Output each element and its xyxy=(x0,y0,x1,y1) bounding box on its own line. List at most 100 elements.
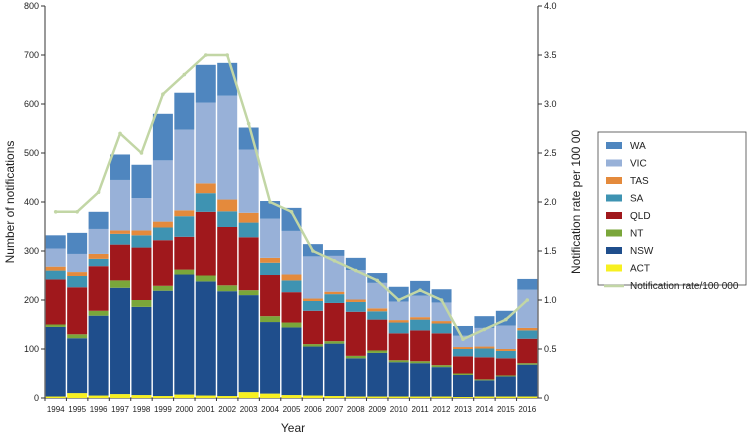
bar-segment-act xyxy=(67,393,88,398)
bar-segment-qld xyxy=(517,338,538,364)
bar-segment-act xyxy=(495,396,516,398)
notification-rate-point xyxy=(525,298,530,302)
bar-segment-vic xyxy=(88,228,109,254)
legend-box xyxy=(597,131,747,286)
bar-segment-qld xyxy=(67,287,88,335)
bar-segment-vic xyxy=(410,295,431,318)
y2-tick-label: 4.0 xyxy=(544,1,557,11)
notification-rate-point xyxy=(182,72,187,77)
bar-segment-nsw xyxy=(260,322,281,394)
legend-label-qld: QLD xyxy=(630,211,651,222)
bar-segment-vic xyxy=(152,160,173,222)
bar-segment-act xyxy=(217,396,238,398)
y2-axis-title: Notification rate per 100 00 xyxy=(569,130,583,274)
bar-segment-nsw xyxy=(452,374,473,398)
bar-segment-nsw xyxy=(431,367,452,397)
bar-segment-qld xyxy=(324,302,345,342)
bar-segment-qld xyxy=(431,333,452,366)
bar-segment-act xyxy=(131,395,152,398)
legend-label-rate: Notification rate/100 000 xyxy=(630,281,739,292)
notification-rate-point xyxy=(139,151,144,155)
bar-segment-nt xyxy=(302,344,323,347)
x-tick-label: 1994 xyxy=(47,405,65,414)
bar-segment-qld xyxy=(110,244,131,281)
bar-segment-wa xyxy=(67,232,88,254)
bar-segment-sa xyxy=(517,330,538,339)
x-tick-label: 2002 xyxy=(218,405,236,414)
bar-segment-nt xyxy=(238,290,259,296)
y2-tick-label: 2.5 xyxy=(544,148,557,158)
bar-segment-nsw xyxy=(195,281,216,396)
bar-segment-act xyxy=(388,396,409,398)
notification-rate-point xyxy=(332,259,337,263)
legend-swatch-act xyxy=(606,264,622,272)
bar-segment-vic xyxy=(302,256,323,299)
x-tick-label: 2000 xyxy=(175,405,193,414)
bar-segment-wa xyxy=(367,273,388,283)
y2-tick-label: 1.5 xyxy=(544,246,557,256)
bar-segment-tas xyxy=(517,327,538,331)
bar-segment-vic xyxy=(517,289,538,328)
bar-segment-vic xyxy=(495,325,516,349)
bar-segment-nt xyxy=(388,360,409,363)
bar-segment-nt xyxy=(174,269,195,275)
bar-segment-sa xyxy=(388,322,409,334)
legend-swatch-tas xyxy=(606,177,622,184)
bar-segment-nsw xyxy=(388,362,409,397)
x-tick-label: 2005 xyxy=(283,405,301,414)
bar-segment-sa xyxy=(110,233,131,245)
y2-tick-label: 3.0 xyxy=(544,99,557,109)
notification-rate-point xyxy=(53,210,58,214)
bar-segment-act xyxy=(324,396,345,398)
bar-segment-nsw xyxy=(174,274,195,395)
bar-segment-act xyxy=(431,396,452,398)
x-tick-label: 2008 xyxy=(347,405,365,414)
bar-segment-qld xyxy=(238,237,259,291)
bar-segment-nsw xyxy=(88,315,109,396)
x-tick-label: 2014 xyxy=(476,405,494,414)
bar-segment-act xyxy=(88,395,109,398)
bar-segment-nt xyxy=(88,310,109,316)
bar-segment-vic xyxy=(260,218,281,258)
bar-segment-sa xyxy=(367,311,388,320)
bar-segment-wa xyxy=(110,154,131,180)
legend-label-act: ACT xyxy=(630,264,650,275)
notification-rate-point xyxy=(289,210,294,214)
y2-tick-label: 0 xyxy=(544,393,549,403)
x-tick-label: 2007 xyxy=(325,405,343,414)
bar-segment-act xyxy=(281,395,302,398)
x-tick-label: 2009 xyxy=(368,405,386,414)
bar-segment-qld xyxy=(302,310,323,345)
bar-segment-vic xyxy=(217,95,238,200)
bar-segment-sa xyxy=(45,270,66,280)
bar-segment-tas xyxy=(131,230,152,236)
bar-segment-nt xyxy=(110,280,131,288)
bar-segment-nt xyxy=(217,285,238,292)
bar-segment-tas xyxy=(152,221,173,228)
bar-segment-vic xyxy=(67,253,88,273)
bar-segment-nsw xyxy=(238,295,259,393)
bar-segment-nsw xyxy=(495,376,516,397)
bar-segment-qld xyxy=(281,292,302,323)
bar-segment-nt xyxy=(260,316,281,323)
y-tick-label: 100 xyxy=(24,344,39,354)
bar-segment-nt xyxy=(324,341,345,344)
x-tick-labels: 1994 1995 1996 1997 1998 1999 2000 2001 2002 2003… xyxy=(47,405,537,414)
bar-segment-sa xyxy=(324,294,345,303)
y2-tick-label: 3.5 xyxy=(544,50,557,60)
bar-segment-nsw xyxy=(67,338,88,394)
bar-segment-nt xyxy=(452,373,473,375)
bar-segment-tas xyxy=(431,321,452,324)
x-tick-label: 1995 xyxy=(68,405,86,414)
bar-segment-nt xyxy=(195,275,216,282)
bar-segment-tas xyxy=(238,212,259,223)
bar-segment-vic xyxy=(281,230,302,275)
bar-segment-act xyxy=(110,394,131,398)
bar-segment-nsw xyxy=(281,327,302,396)
notification-rate-point xyxy=(418,288,422,293)
bar-segment-act xyxy=(345,396,366,398)
bar-segment-act xyxy=(238,392,259,398)
notification-rate-point xyxy=(75,210,79,214)
notification-rate-point xyxy=(246,121,251,126)
bar-segment-tas xyxy=(495,349,516,351)
